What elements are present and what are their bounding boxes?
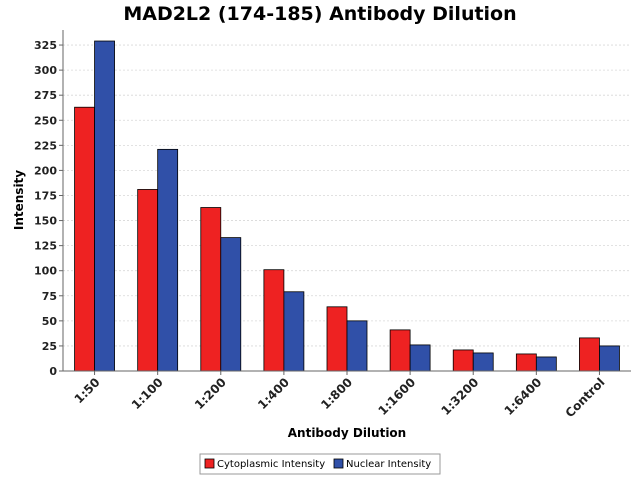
bar-nuclear xyxy=(472,352,494,372)
y-tick-label: 100 xyxy=(34,265,57,278)
bar-cytoplasmic xyxy=(74,106,95,372)
bar-cytoplasmic xyxy=(389,329,411,372)
y-tick-label: 175 xyxy=(34,189,57,202)
bar-cytoplasmic xyxy=(326,306,348,372)
chart-title: MAD2L2 (174-185) Antibody Dilution xyxy=(123,3,516,25)
y-tick-label: 225 xyxy=(34,139,57,152)
bar-cytoplasmic xyxy=(579,337,600,372)
x-tick-label: 1:100 xyxy=(129,375,166,412)
bar-nuclear xyxy=(157,148,179,372)
y-tick-label: 275 xyxy=(34,89,57,102)
x-tick-label: 1:200 xyxy=(192,375,229,412)
legend-label-cytoplasmic: Cytoplasmic Intensity xyxy=(217,459,325,470)
x-tick-label: 1:800 xyxy=(318,375,355,412)
y-tick-label: 125 xyxy=(34,240,57,253)
y-tick-label: 250 xyxy=(34,114,57,127)
bar-nuclear xyxy=(409,344,431,372)
y-tick-label: 50 xyxy=(42,315,58,328)
bar-cytoplasmic xyxy=(452,349,474,372)
y-tick-label: 0 xyxy=(49,365,57,378)
x-tick-label: Control xyxy=(563,375,608,420)
legend-swatch-cytoplasmic xyxy=(204,458,215,469)
x-tick-label: 1:1600 xyxy=(375,375,418,418)
bar-cytoplasmic xyxy=(200,207,222,372)
legend-swatch-nuclear xyxy=(333,458,344,469)
y-tick-label: 75 xyxy=(42,290,57,303)
legend-label-nuclear: Nuclear Intensity xyxy=(346,459,431,470)
bar-nuclear xyxy=(599,345,620,372)
bars xyxy=(74,40,620,372)
x-axis-title: Antibody Dilution xyxy=(288,426,406,440)
x-tick-label: 1:400 xyxy=(255,375,292,412)
bar-nuclear xyxy=(346,320,368,372)
x-tick-label: 1:3200 xyxy=(439,375,482,418)
y-tick-label: 325 xyxy=(34,39,57,52)
bar-cytoplasmic xyxy=(137,189,159,372)
y-tick-label: 300 xyxy=(34,64,57,77)
bar-nuclear xyxy=(535,356,557,372)
y-tick-label: 25 xyxy=(42,340,57,353)
bar-cytoplasmic xyxy=(515,353,537,372)
legend-frame xyxy=(199,453,441,475)
bar-nuclear xyxy=(220,237,242,372)
legend: Cytoplasmic Intensity Nuclear Intensity xyxy=(199,453,441,475)
y-tick-label: 200 xyxy=(34,164,57,177)
x-tick-label: 1:6400 xyxy=(502,375,545,418)
bar-nuclear xyxy=(94,40,115,372)
bar-nuclear xyxy=(283,291,305,372)
x-tick-label: 1:50 xyxy=(72,375,103,406)
y-tick-label: 150 xyxy=(34,215,57,228)
bar-cytoplasmic xyxy=(263,269,285,372)
gridlines xyxy=(63,44,631,347)
y-axis-title: Intensity xyxy=(12,170,26,230)
